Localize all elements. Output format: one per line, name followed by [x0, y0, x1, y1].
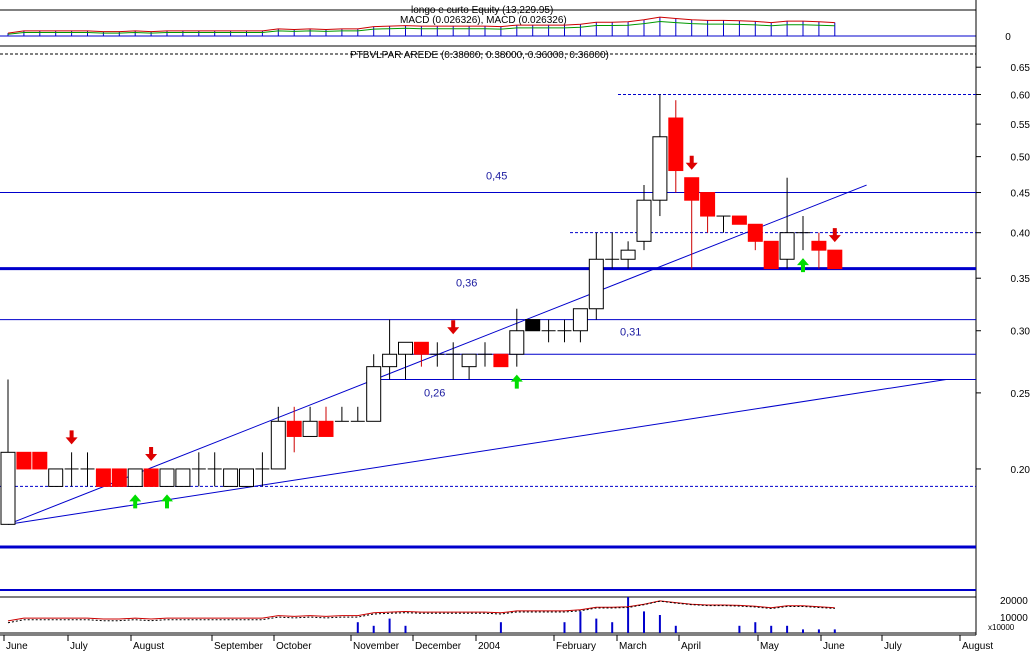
down-arrow-icon: [828, 228, 841, 243]
x-tick-label: March: [619, 641, 647, 652]
y-tick-label: 0.50: [1011, 153, 1031, 164]
macd-panel: longo e curto Equity (13,229.95) MACD (0…: [0, 5, 1011, 47]
y-tick-label: 0.55: [1011, 120, 1031, 131]
candle-body: [493, 353, 509, 368]
candle-body: [48, 468, 64, 487]
volume-tick-10000: 10000: [1000, 613, 1028, 624]
candle-body: [461, 353, 477, 368]
candle-body: [143, 468, 159, 487]
y-axis: 0.65 0.60 0.55 0.50 0.45 0.40 0.35 0.30 0.25 0.20: [976, 63, 1030, 476]
macd-zero-tick: 0: [1005, 32, 1011, 43]
x-tick-label: September: [214, 641, 264, 652]
macd-line: [7, 16, 835, 34]
candle-body: [668, 117, 684, 172]
candle-body: [111, 468, 127, 487]
price-panel: PTBVLPAR AREDE (0.38000, 0.38000, 0.3600…: [0, 0, 1030, 635]
candle-body: [127, 468, 143, 487]
candles: [0, 94, 843, 525]
candle-body: [302, 420, 318, 437]
x-tick-label: June: [823, 641, 845, 652]
down-arrow-icon: [447, 320, 460, 335]
x-tick-label: December: [415, 641, 462, 652]
candle-body: [0, 451, 16, 525]
candle-body: [763, 240, 779, 270]
y-tick-label: 0.65: [1011, 63, 1031, 74]
y-tick-label: 0.30: [1011, 327, 1031, 338]
candle-body: [239, 468, 254, 487]
y-tick-label: 0.20: [1011, 465, 1031, 476]
y-tick-label: 0.60: [1011, 90, 1031, 101]
x-tick-label: June: [6, 641, 28, 652]
candle-body: [32, 451, 48, 470]
up-arrow-icon: [797, 258, 809, 273]
candle-body: [270, 420, 286, 470]
candle-body: [636, 199, 652, 242]
level-label: 0,26: [424, 388, 445, 400]
volume-bars: [356, 597, 836, 633]
candle-body: [95, 468, 111, 487]
x-tick-label: November: [353, 641, 400, 652]
candle-body: [318, 420, 334, 437]
main-title: PTBVLPAR AREDE (0.38000, 0.38000, 0.3600…: [350, 50, 609, 61]
candle-body: [16, 451, 32, 470]
down-arrow-icon: [685, 155, 698, 170]
trendline: [7, 379, 947, 525]
y-tick-label: 0.35: [1011, 274, 1031, 285]
x-axis: June July August September October November De…: [0, 634, 993, 652]
x-tick-label: October: [276, 641, 312, 652]
up-arrow-icon: [510, 374, 523, 389]
volume-ma-red: [7, 600, 835, 622]
level-label: 0,45: [486, 171, 507, 183]
macd-histogram: [7, 17, 836, 36]
candle-body: [827, 249, 843, 270]
x-tick-label: July: [70, 641, 88, 652]
y-tick-label: 0.45: [1011, 189, 1031, 200]
y-tick-label: 0.25: [1011, 389, 1031, 400]
candle-body: [684, 177, 700, 201]
x-tick-label: August: [133, 641, 164, 652]
candle-body: [413, 341, 429, 355]
x-tick-label: August: [962, 641, 993, 652]
candle-body: [366, 366, 382, 422]
y-tick-label: 0.40: [1011, 229, 1031, 240]
x-tick-label: April: [681, 641, 701, 652]
candle-body: [572, 308, 588, 332]
volume-multiplier: x10000: [988, 623, 1015, 632]
up-arrow-icon: [161, 494, 173, 509]
candle-body: [382, 353, 398, 368]
volume-tick-20000: 20000: [1000, 596, 1028, 607]
macd-title-2: MACD (0.026326), MACD (0.026326): [400, 15, 567, 26]
candle-body: [159, 468, 175, 487]
candle-body: [286, 420, 302, 437]
macd-title-1: longo e curto Equity (13,229.95): [411, 5, 553, 16]
candle-body: [652, 136, 668, 201]
volume-panel: 20000 10000 x10000: [0, 545, 1028, 634]
candle-body: [811, 240, 827, 251]
level-label: 0,31: [620, 327, 641, 339]
candle-body: [779, 232, 795, 260]
candle-body: [525, 319, 541, 332]
x-tick-label: May: [760, 641, 779, 652]
macd-signal-line: [7, 20, 835, 35]
candle-body: [620, 249, 636, 260]
candle-body: [700, 192, 716, 217]
candle-body: [223, 468, 239, 487]
x-tick-label: July: [884, 641, 902, 652]
x-tick-label: February: [556, 641, 596, 652]
level-label: 0,36: [456, 278, 477, 290]
candle-body: [588, 258, 604, 310]
candle-body: [747, 223, 763, 242]
down-arrow-icon: [145, 446, 158, 461]
candle-body: [175, 468, 191, 487]
x-tick-label: 2004: [478, 641, 501, 652]
down-arrow-icon: [65, 430, 78, 445]
levels: 0,45 0,36 0,31 0,26: [0, 93, 976, 487]
candle-body: [731, 215, 747, 225]
candle-body: [398, 341, 413, 355]
up-arrow-icon: [129, 494, 142, 509]
signal-arrows: [65, 155, 841, 509]
candle-body: [509, 330, 525, 355]
